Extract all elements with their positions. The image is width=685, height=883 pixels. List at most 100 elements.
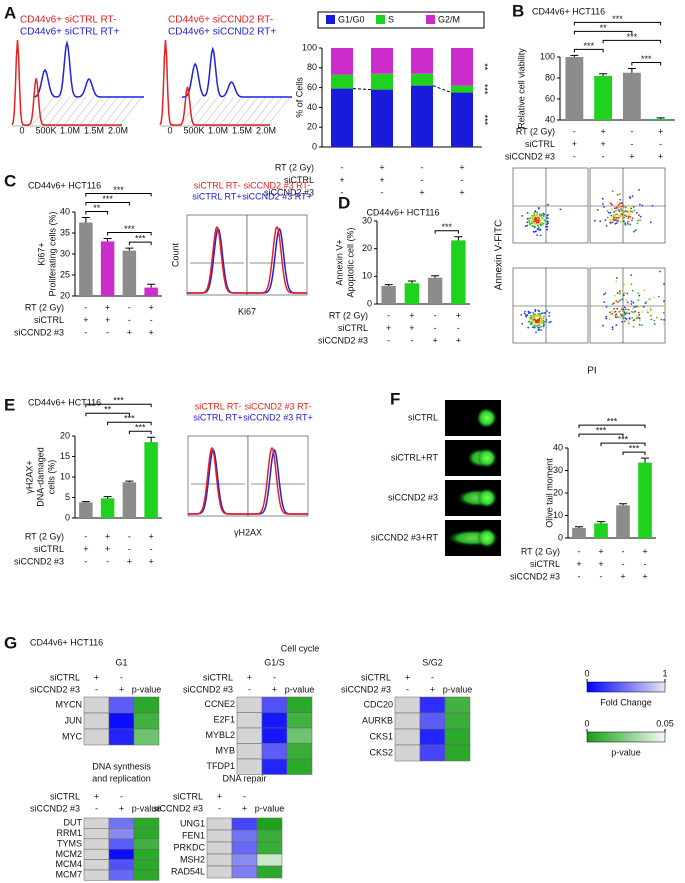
condition-sign: + (598, 559, 603, 569)
significance-label: *** (596, 426, 607, 436)
event-dot (611, 326, 614, 329)
significance-label: *** (135, 423, 146, 433)
p-value-cell (256, 817, 283, 831)
event-dot (596, 209, 599, 211)
control-cell (83, 848, 110, 860)
event-dot (624, 317, 627, 320)
event-dot (636, 211, 638, 214)
event-dot (631, 219, 633, 222)
control-cell (394, 696, 421, 714)
bar-segment (451, 85, 473, 93)
y-axis-label: cells (%) (46, 460, 56, 495)
error-bar (431, 275, 440, 278)
event-dot (619, 198, 621, 201)
event-dot (534, 308, 537, 311)
event-dot (627, 320, 629, 323)
condition-sign: + (600, 139, 605, 149)
event-dot (627, 220, 629, 223)
group-title: Cell cycle (281, 643, 320, 653)
column-label: siCCND2 #3 (183, 684, 233, 694)
event-dot (634, 229, 637, 232)
event-dot (533, 318, 536, 321)
event-dot (624, 210, 627, 213)
event-dot (626, 292, 629, 295)
control-cell (83, 817, 110, 829)
condition-sign: - (84, 327, 87, 337)
y-tick-label: 80 (545, 72, 555, 82)
event-dot (627, 308, 630, 311)
x-tick-label: 1.5M (84, 125, 104, 135)
event-dot (632, 301, 635, 304)
fold-change-cell (108, 817, 135, 829)
event-dot (539, 312, 542, 315)
significance-label: *** (135, 233, 146, 243)
event-dot (626, 301, 629, 304)
event-dot (621, 321, 623, 323)
x-tick-label: 500K (35, 125, 56, 135)
bar (427, 277, 443, 304)
event-dot (538, 219, 540, 222)
fold-change-cell (261, 727, 288, 744)
significance-bracket (128, 241, 152, 246)
depth-line (71, 96, 95, 126)
event-dot (533, 212, 536, 215)
event-dot (620, 205, 623, 208)
event-dot (541, 223, 544, 226)
event-dot (524, 225, 527, 228)
event-dot (532, 216, 534, 219)
event-dot (622, 294, 625, 297)
condition-sign: + (148, 531, 153, 541)
y-axis-label: Relative cell viability (516, 48, 526, 129)
column-label: siCTRL (203, 672, 233, 682)
depth-line (79, 96, 103, 126)
condition-sign: - (600, 571, 603, 581)
event-dot (533, 220, 536, 223)
x-tick-label: 1.0M (208, 125, 228, 135)
p-value-cell (133, 869, 160, 881)
event-dot (617, 301, 619, 304)
event-dot (637, 292, 640, 295)
gene-label: DUT (64, 818, 83, 828)
y-tick-label: 5 (65, 492, 70, 502)
histogram-curve (33, 40, 144, 98)
significance-bracket (85, 210, 109, 215)
event-dot (538, 324, 540, 327)
event-dot (617, 220, 619, 222)
legend-swatch (376, 15, 385, 24)
bar (651, 118, 670, 120)
event-dot (637, 299, 639, 301)
condition-sign: + (459, 162, 464, 172)
histogram-title: CD44v6+ siCTRL RT+ (20, 27, 120, 38)
event-dot (632, 325, 635, 328)
panel-letter: E (4, 395, 15, 414)
event-dot (531, 225, 534, 227)
event-dot (650, 318, 653, 321)
event-dot (613, 307, 615, 310)
event-dot (630, 300, 633, 303)
condition-sign: + (339, 175, 344, 185)
event-dot (613, 207, 616, 210)
histogram-title: siCTRL RT- (195, 401, 242, 411)
event-dot (635, 317, 638, 320)
y-axis-label: % of Cells (294, 77, 304, 118)
event-dot (524, 310, 526, 313)
y-tick-label: 100 (540, 51, 555, 61)
condition-sign: + (576, 559, 581, 569)
event-dot (615, 280, 618, 283)
event-dot (621, 209, 624, 212)
event-dot (549, 320, 552, 323)
event-dot (631, 217, 634, 220)
scatter-frame (589, 167, 666, 244)
significance-bracket (578, 433, 624, 438)
connector (432, 85, 452, 94)
event-dot (626, 223, 629, 225)
gene-label: TYMS (57, 838, 82, 848)
panel-letter: B (512, 1, 524, 20)
control-cell (236, 696, 263, 713)
error-bar (599, 73, 608, 76)
gene-label: MYB (215, 746, 235, 756)
event-dot (611, 190, 614, 193)
color-scale (586, 731, 666, 743)
comet-label: siCCND2 #3+RT (371, 532, 439, 542)
